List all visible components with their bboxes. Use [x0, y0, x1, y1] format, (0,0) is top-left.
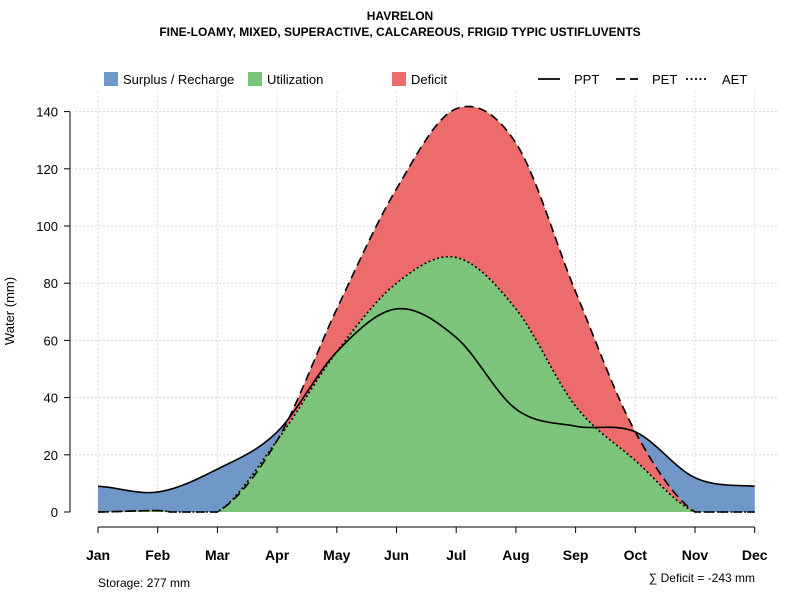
- chart-title: HAVRELON: [367, 9, 433, 23]
- y-tick-label: 140: [36, 105, 58, 120]
- x-tick-label-nov: Nov: [682, 547, 709, 563]
- legend-item-utilization: Utilization: [248, 72, 323, 87]
- x-tick-label-jan: Jan: [86, 547, 110, 563]
- y-axis-label: Water (mm): [2, 277, 17, 345]
- x-tick-label-dec: Dec: [742, 547, 768, 563]
- series-line-aet: [97, 255, 755, 513]
- x-tick-label-oct: Oct: [624, 547, 648, 563]
- series-line-pet: [97, 105, 755, 513]
- legend-item-utilization-label: Utilization: [267, 72, 323, 87]
- legend-item-ppt-label: PPT: [574, 72, 599, 87]
- area-fills: [98, 106, 755, 513]
- y-tick-label: 60: [44, 333, 58, 348]
- y-tick-label: 100: [36, 219, 58, 234]
- y-tick-label: 20: [44, 448, 58, 463]
- x-tick-label-sep: Sep: [563, 547, 589, 563]
- x-tick-label-feb: Feb: [145, 547, 170, 563]
- deficit-area: [98, 106, 755, 513]
- x-tick-label-jun: Jun: [384, 547, 409, 563]
- deficit-annotation: ∑ Deficit = -243 mm: [649, 571, 755, 585]
- y-tick-label: 120: [36, 162, 58, 177]
- x-tick-label-may: May: [323, 547, 350, 563]
- series-lines: [97, 105, 755, 513]
- legend-item-aet: AET: [686, 72, 747, 87]
- y-tick-label: 40: [44, 391, 58, 406]
- legend-item-deficit: Deficit: [392, 72, 448, 87]
- legend-item-surplus-recharge: Surplus / Recharge: [104, 72, 234, 87]
- legend-item-utilization-swatch: [248, 72, 262, 86]
- legend: Surplus / Recharge Utilization Deficit PPT P…: [104, 72, 747, 87]
- legend-item-surplus-recharge-swatch: [104, 72, 118, 86]
- storage-annotation: Storage: 277 mm: [98, 576, 190, 590]
- legend-item-deficit-label: Deficit: [411, 72, 448, 87]
- axes: 0 20 40 60 80 100 120 140 Jan Feb Mar Apr May Jun Jul A…: [36, 105, 767, 563]
- series-line-ppt: [97, 307, 755, 494]
- y-tick-label: 80: [44, 276, 58, 291]
- legend-item-aet-label: AET: [722, 72, 747, 87]
- chart-subtitle: FINE-LOAMY, MIXED, SUPERACTIVE, CALCAREO…: [159, 25, 640, 39]
- legend-item-surplus-recharge-label: Surplus / Recharge: [123, 72, 234, 87]
- legend-item-ppt: PPT: [538, 72, 599, 87]
- legend-item-pet-label: PET: [652, 72, 677, 87]
- grid-lines: [75, 91, 778, 512]
- x-tick-label-apr: Apr: [265, 547, 290, 563]
- legend-item-pet: PET: [616, 72, 677, 87]
- x-tick-label-aug: Aug: [502, 547, 529, 563]
- x-tick-label-jul: Jul: [446, 547, 466, 563]
- legend-item-deficit-swatch: [392, 72, 406, 86]
- x-tick-label-mar: Mar: [205, 547, 230, 563]
- utilization-area: [98, 256, 755, 512]
- y-tick-label: 0: [51, 505, 58, 520]
